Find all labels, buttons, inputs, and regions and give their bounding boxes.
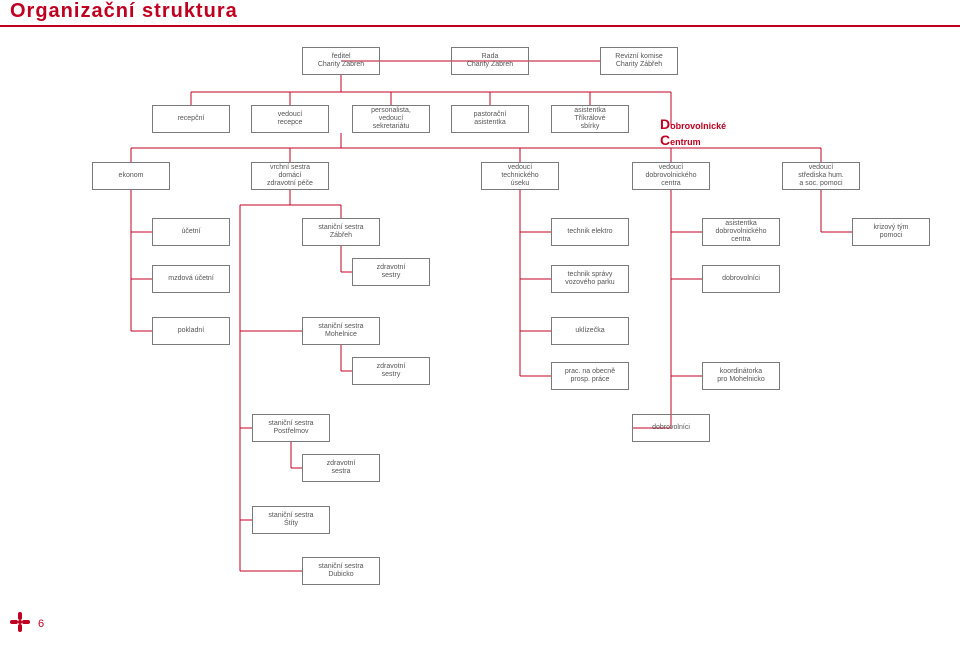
box-ststity: staniční sestra Štíty (252, 506, 330, 534)
box-stdubicko: staniční sestra Dubicko (302, 557, 380, 585)
box-reditel: ředitel Charity Zábřeh (302, 47, 380, 75)
box-rada: Rada Charity Zábřeh (451, 47, 529, 75)
title-underline (0, 25, 960, 27)
box-asdobro: asistentka dobrovolnického centra (702, 218, 780, 246)
logo-line2: entrum (670, 137, 701, 147)
box-revizni: Revizní komise Charity Zábřeh (600, 47, 678, 75)
page-corner-icon (6, 608, 34, 636)
box-pracob: prac. na obecně prosp. práce (551, 362, 629, 390)
box-recepcni: recepční (152, 105, 230, 133)
box-krizovy: krizový tým pomoci (852, 218, 930, 246)
box-stmohel: staniční sestra Mohelnice (302, 317, 380, 345)
box-dobrov2: dobrovolníci (632, 414, 710, 442)
connectors (0, 0, 960, 651)
box-stzabreh: staniční sestra Zábřeh (302, 218, 380, 246)
box-pastor: pastorační asistentka (451, 105, 529, 133)
box-koord: koordinátorka pro Mohelnicko (702, 362, 780, 390)
box-zdrses3: zdravotní sestra (302, 454, 380, 482)
box-ucetni: účetní (152, 218, 230, 246)
logo-line1: obrovolnické (670, 121, 726, 131)
box-dobrov1: dobrovolníci (702, 265, 780, 293)
box-zdrses2: zdravotní sestry (352, 357, 430, 385)
logo-dobrovolnicke-centrum: Dobrovolnické Centrum (660, 116, 726, 148)
box-zdrses1: zdravotní sestry (352, 258, 430, 286)
page-number: 6 (38, 618, 44, 630)
box-uklizecka: uklízečka (551, 317, 629, 345)
box-pokladni: pokladní (152, 317, 230, 345)
box-vrchni: vrchní sestra domácí zdravotní péče (251, 162, 329, 190)
page-title: Organizační struktura (10, 0, 238, 23)
box-ekonom: ekonom (92, 162, 170, 190)
box-veddobro: vedoucí dobrovolnického centra (632, 162, 710, 190)
box-stpostr: staniční sestra Postřelmov (252, 414, 330, 442)
box-vedhum: vedoucí střediska hum. a soc. pomoci (782, 162, 860, 190)
box-telektro: technik elektro (551, 218, 629, 246)
box-personal: personalista, vedoucí sekretariátu (352, 105, 430, 133)
box-mzdova: mzdová účetní (152, 265, 230, 293)
box-vedtech: vedoucí technického úseku (481, 162, 559, 190)
box-tvozpark: technik správy vozového parku (551, 265, 629, 293)
box-tksbirky: asistentka Tříkrálové sbírky (551, 105, 629, 133)
box-vedrecep: vedoucí recepce (251, 105, 329, 133)
